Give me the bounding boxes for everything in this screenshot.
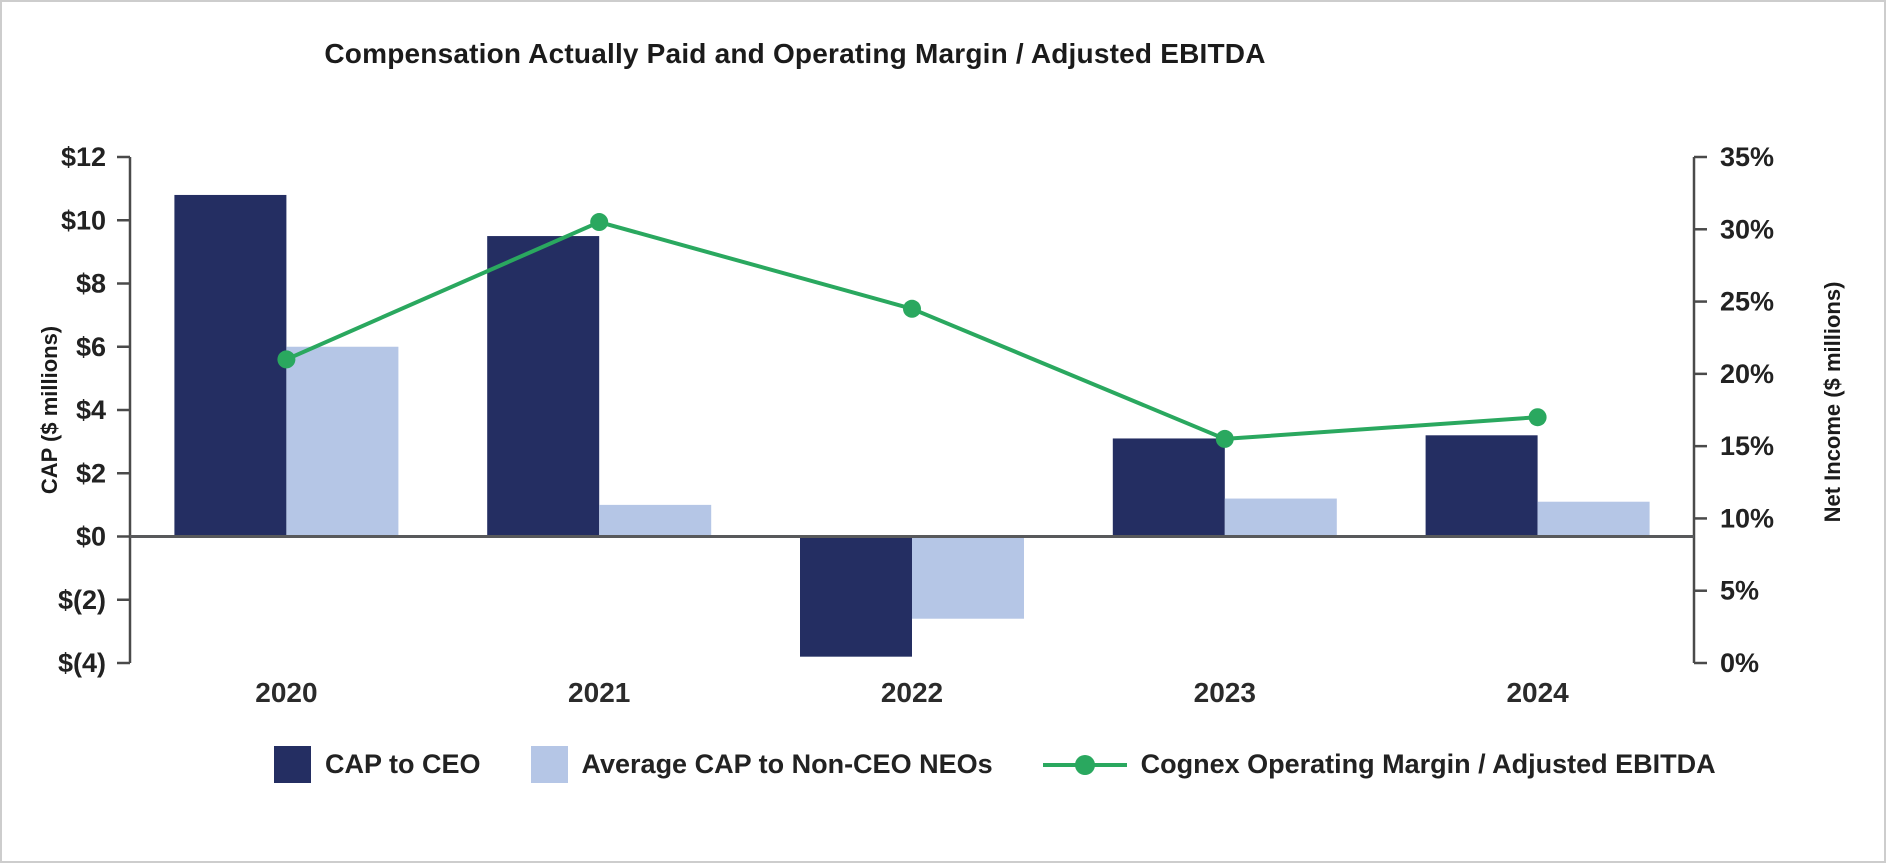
average-cap-to-non-ceo-neos-bar-2023 <box>1224 498 1337 537</box>
legend-swatch-cap-to-ceo-icon <box>274 746 311 783</box>
x-axis-label-2020: 2020 <box>255 677 317 708</box>
average-cap-to-non-ceo-neos-bar-2021 <box>599 504 712 537</box>
legend-dot-icon <box>1074 754 1095 775</box>
left-axis-title: CAP ($ millions) <box>37 325 62 495</box>
cap-to-ceo-bar-2021 <box>487 236 600 537</box>
x-axis-label-2022: 2022 <box>881 677 943 708</box>
legend-swatch-avg-cap-non-ceo-icon <box>530 746 568 783</box>
right-axis-tick-label: 25% <box>1720 287 1774 317</box>
left-axis-tick-label: $0 <box>76 522 106 552</box>
cap-to-ceo-bar-2023 <box>1112 438 1225 537</box>
chart-title: Compensation Actually Paid and Operating… <box>324 38 1266 69</box>
cognex-operating-margin-adjusted-ebitda-point-2024 <box>1528 408 1547 427</box>
average-cap-to-non-ceo-neos-bar-2024 <box>1537 501 1650 537</box>
legend-item-cap-to-ceo: CAP to CEO <box>274 746 481 783</box>
legend: CAP to CEO Average CAP to Non-CEO NEOs C… <box>274 746 1716 783</box>
cap-to-ceo-bar-2024 <box>1425 435 1538 537</box>
left-axis-tick-label: $6 <box>76 332 106 362</box>
cognex-operating-margin-adjusted-ebitda-point-2023 <box>1215 429 1234 448</box>
cognex-operating-margin-adjusted-ebitda-line <box>285 220 1538 441</box>
right-axis-tick-label: 5% <box>1720 576 1759 606</box>
cognex-operating-margin-adjusted-ebitda-point-2022 <box>903 299 921 318</box>
legend-label-operating-margin: Cognex Operating Margin / Adjusted EBITD… <box>1140 749 1716 779</box>
average-cap-to-non-ceo-neos-bar-2020 <box>286 346 399 537</box>
x-axis-label-2024: 2024 <box>1506 677 1569 708</box>
right-axis-tick-label: 0% <box>1720 648 1759 678</box>
left-axis-tick-label: $(4) <box>58 648 106 678</box>
right-axis-tick-label: 20% <box>1720 359 1774 389</box>
left-axis-tick-label: $2 <box>76 458 106 488</box>
legend-item-avg-cap-non-ceo: Average CAP to Non-CEO NEOs <box>530 746 993 783</box>
x-axis-label-2021: 2021 <box>568 677 630 708</box>
left-axis-tick-label: $10 <box>61 205 106 235</box>
left-axis-tick-label: $(2) <box>58 585 106 615</box>
cognex-operating-margin-adjusted-ebitda-point-2021 <box>590 213 609 232</box>
left-axis-tick-label: $12 <box>61 142 106 172</box>
left-axis-tick-label: $8 <box>76 269 106 299</box>
right-axis-tick-label: 35% <box>1720 142 1774 172</box>
x-axis-label-2023: 2023 <box>1194 677 1256 708</box>
cap-to-ceo-bar-2022 <box>800 536 912 657</box>
legend-label-avg-cap-non-ceo: Average CAP to Non-CEO NEOs <box>581 749 993 779</box>
right-axis-tick-label: 10% <box>1720 503 1774 533</box>
right-axis-title: Net Income ($ millions) <box>1820 281 1845 523</box>
left-axis-tick-label: $4 <box>76 395 106 425</box>
cap-to-ceo-bar-2020 <box>174 194 287 537</box>
right-axis-tick-label: 30% <box>1720 214 1774 244</box>
cognex-operating-margin-adjusted-ebitda-point-2020 <box>277 350 296 369</box>
legend-label-cap-to-ceo: CAP to CEO <box>325 749 481 779</box>
average-cap-to-non-ceo-neos-bar-2022 <box>912 536 1024 619</box>
legend-item-operating-margin: Cognex Operating Margin / Adjusted EBITD… <box>1042 749 1716 780</box>
legend-line-dot-marker-icon <box>1042 754 1127 775</box>
right-axis-tick-label: 15% <box>1720 431 1774 461</box>
